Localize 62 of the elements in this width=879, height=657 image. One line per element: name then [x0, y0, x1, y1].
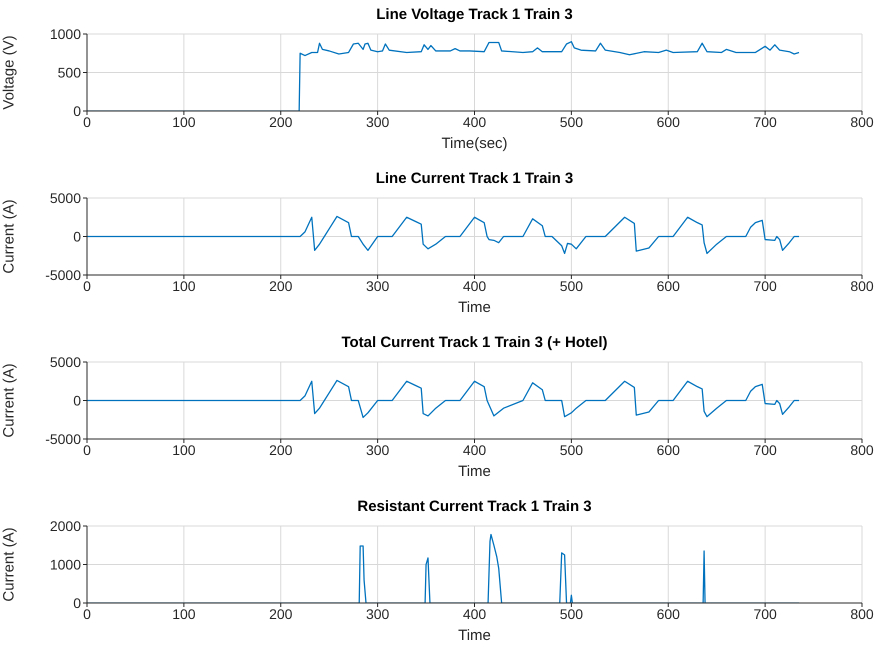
- x-tick-label: 100: [172, 442, 196, 458]
- x-tick-label: 500: [560, 442, 584, 458]
- y-tick-label: 0: [73, 102, 82, 119]
- x-tick-label: 600: [656, 606, 680, 622]
- x-tick-label: 400: [462, 278, 486, 294]
- x-axis-title: Time(sec): [440, 135, 509, 153]
- x-tick-label: 100: [172, 114, 196, 130]
- y-tick-label: 0: [73, 392, 82, 408]
- x-tick-label: 600: [656, 278, 680, 294]
- x-tick-label: 200: [269, 114, 293, 130]
- x-tick-label: 800: [850, 442, 874, 458]
- y-tick-label: 0: [73, 228, 82, 244]
- y-axis-title: Current (A): [0, 363, 18, 438]
- x-tick-label: 200: [269, 442, 293, 458]
- y-tick-label: 0: [73, 594, 82, 611]
- chart-title: Resistant Current Track 1 Train 3: [356, 498, 593, 515]
- y-axis-title: Voltage (V): [0, 35, 18, 110]
- y-tick-label: -5000: [45, 266, 82, 283]
- x-tick-label: 100: [172, 278, 196, 294]
- x-tick-label: 0: [83, 114, 92, 130]
- x-tick-label: 300: [366, 114, 390, 130]
- y-tick-label: 2000: [50, 518, 82, 534]
- x-tick-label: 300: [366, 278, 390, 294]
- x-tick-label: 600: [656, 442, 680, 458]
- chart-title: Line Voltage Track 1 Train 3: [375, 6, 574, 23]
- x-tick-label: 0: [83, 442, 92, 458]
- x-tick-label: 200: [269, 606, 293, 622]
- x-tick-label: 100: [172, 606, 196, 622]
- x-tick-label: 400: [462, 442, 486, 458]
- line-series: [87, 380, 800, 418]
- y-tick-label: 500: [58, 64, 82, 80]
- x-tick-label: 500: [560, 114, 584, 130]
- chart-title: Line Current Track 1 Train 3: [374, 170, 574, 187]
- x-axis-title: Time: [457, 463, 492, 481]
- x-tick-label: 400: [462, 114, 486, 130]
- chart-title: Total Current Track 1 Train 3 (+ Hotel): [340, 334, 609, 351]
- line-series: [87, 216, 800, 254]
- y-axis-title: Current (A): [0, 527, 18, 602]
- x-tick-label: 700: [753, 278, 778, 294]
- x-tick-label: 0: [83, 278, 92, 294]
- x-tick-label: 700: [753, 606, 778, 622]
- x-tick-label: 0: [83, 606, 92, 622]
- x-tick-label: 400: [462, 606, 486, 622]
- y-tick-label: 1000: [50, 556, 82, 572]
- x-tick-label: 800: [850, 114, 874, 130]
- x-axis-title: Time: [457, 627, 492, 645]
- x-tick-label: 200: [269, 278, 293, 294]
- x-tick-label: 300: [366, 442, 390, 458]
- x-tick-label: 300: [366, 606, 390, 622]
- y-tick-label: -5000: [45, 430, 82, 447]
- x-tick-label: 700: [753, 114, 778, 130]
- x-tick-label: 600: [656, 114, 680, 130]
- x-tick-label: 500: [560, 606, 584, 622]
- x-axis-title: Time: [457, 299, 492, 317]
- x-tick-label: 500: [560, 278, 584, 294]
- y-axis-title: Current (A): [0, 199, 18, 274]
- x-tick-label: 800: [850, 278, 874, 294]
- y-tick-label: 5000: [50, 190, 82, 206]
- y-tick-label: 1000: [50, 26, 82, 42]
- x-tick-label: 800: [850, 606, 874, 622]
- y-tick-label: 5000: [50, 354, 82, 370]
- x-tick-label: 700: [753, 442, 778, 458]
